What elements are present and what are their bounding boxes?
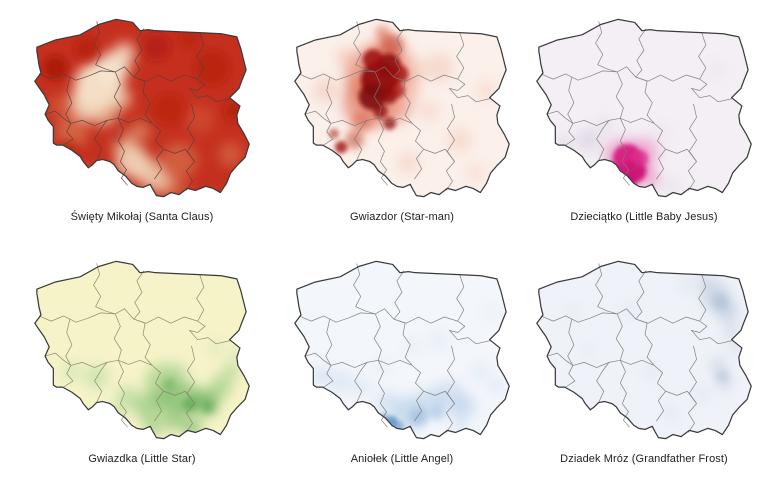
map-caption: Dziadek Mróz (Grandfather Frost) [560, 453, 728, 465]
map-dziadek-mroz [526, 250, 762, 450]
map-panel-swiety-mikolaj: Święty Mikołaj (Santa Claus) [22, 8, 262, 224]
map-panel-gwiazdka: Gwiazdka (Little Star) [22, 250, 262, 466]
map-caption: Dzieciątko (Little Baby Jesus) [570, 211, 718, 223]
map-dzieciatko [526, 8, 762, 208]
map-aniolek [284, 250, 520, 450]
map-panel-dzieciatko: Dzieciątko (Little Baby Jesus) [524, 8, 764, 224]
map-panel-gwiazdor: Gwiazdor (Star-man) [282, 8, 522, 224]
map-caption: Gwiazdka (Little Star) [88, 453, 196, 465]
map-swiety-mikolaj [24, 8, 260, 208]
map-panel-dziadek-mroz: Dziadek Mróz (Grandfather Frost) [524, 250, 764, 466]
map-panel-aniolek: Aniołek (Little Angel) [282, 250, 522, 466]
map-gwiazdka [24, 250, 260, 450]
map-caption: Gwiazdor (Star-man) [350, 211, 454, 223]
map-gwiazdor [284, 8, 520, 208]
map-caption: Święty Mikołaj (Santa Claus) [70, 211, 214, 223]
map-caption: Aniołek (Little Angel) [350, 453, 454, 465]
